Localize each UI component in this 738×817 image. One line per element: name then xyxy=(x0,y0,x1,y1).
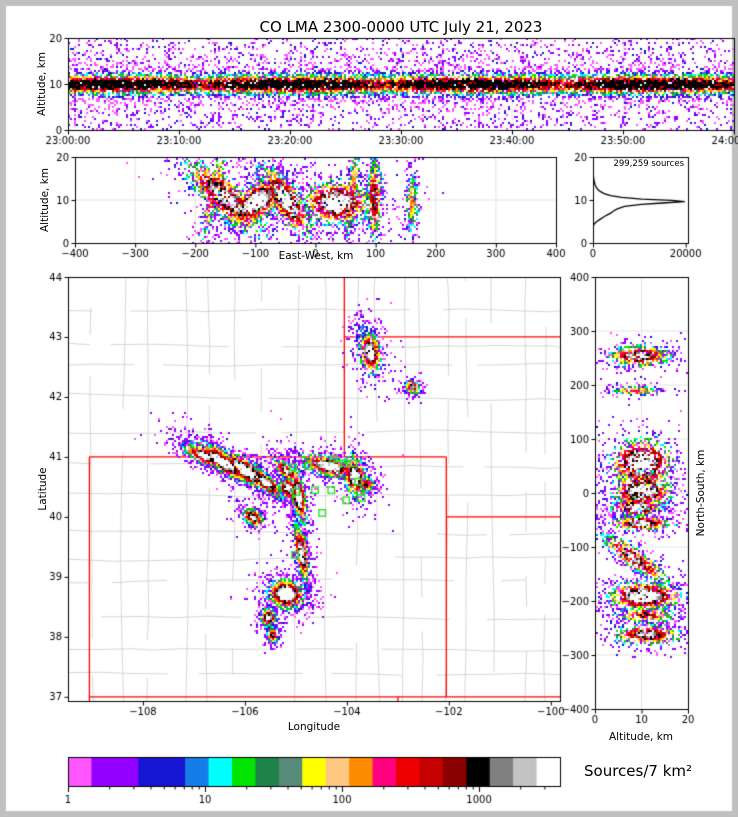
ew-panel-ylabel: Altitude, km xyxy=(39,167,51,233)
ns-panel-ylabel: North-South, km xyxy=(695,449,707,537)
figure-title: CO LMA 2300-0000 UTC July 21, 2023 xyxy=(259,18,543,36)
ns-panel-xlabel: Altitude, km xyxy=(608,731,674,743)
histogram-source-count: 299,259 sources xyxy=(613,159,684,169)
map-xlabel: Longitude xyxy=(287,721,341,733)
time-panel-ylabel: Altitude, km xyxy=(36,51,48,117)
ew-panel-xlabel: East-West, km xyxy=(278,250,354,262)
map-ylabel: Latitude xyxy=(37,467,49,511)
colorbar-label: Sources/7 km² xyxy=(584,762,693,780)
